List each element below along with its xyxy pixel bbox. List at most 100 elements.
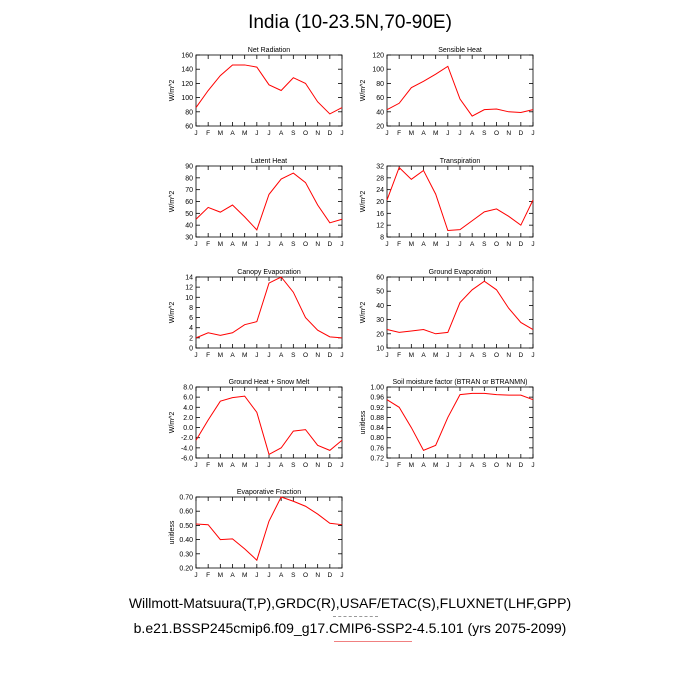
panel-title: Evaporative Fraction [237,489,301,496]
panel-title: Sensible Heat [438,47,482,54]
y-tick-label: 0.60 [179,509,193,516]
y-tick-label: 160 [181,53,193,60]
x-tick-label: S [482,462,487,469]
x-tick-label: M [433,241,438,248]
x-tick-label: J [458,462,461,469]
red-underline [334,641,412,642]
x-tick-label: A [279,462,284,469]
y-axis-label: unitless [360,410,367,434]
x-tick-label: S [482,130,487,137]
x-tick-label: O [303,352,308,359]
y-tick-label: 16 [376,211,384,218]
y-tick-label: 60 [185,124,193,131]
x-tick-label: O [303,130,308,137]
x-tick-label: J [267,572,270,579]
x-tick-label: M [409,130,414,137]
plot-frame [195,496,343,569]
y-tick-label: 10 [185,295,193,302]
x-tick-label: N [315,572,320,579]
x-tick-label: S [291,462,296,469]
y-tick-label: 1.00 [370,385,384,392]
x-tick-label: N [506,462,511,469]
y-tick-label: 0.96 [370,395,384,402]
y-tick-label: 8.0 [183,385,193,392]
y-tick-label: 40 [376,303,384,310]
x-tick-label: J [255,241,258,248]
x-tick-label: J [446,462,449,469]
y-tick-label: 12 [376,223,384,230]
x-tick-label: F [206,130,210,137]
series-line [386,166,534,232]
x-tick-label: D [518,352,523,359]
x-tick-label: O [303,572,308,579]
y-tick-label: 0.30 [179,551,193,558]
x-tick-label: A [421,462,426,469]
x-tick-label: S [482,352,487,359]
y-tick-label: 4.0 [183,405,193,412]
x-tick-label: F [397,352,401,359]
x-tick-label: N [315,352,320,359]
x-tick-label: S [291,241,296,248]
x-tick-label: O [303,241,308,248]
plot-frame [195,386,343,459]
x-tick-label: J [267,352,270,359]
y-tick-label: 6.0 [183,395,193,402]
y-tick-label: 14 [185,275,193,282]
x-tick-label: A [279,130,284,137]
x-tick-label: O [494,130,499,137]
x-tick-label: D [327,462,332,469]
y-tick-label: 0.80 [370,435,384,442]
y-tick-label: 120 [372,53,384,60]
x-tick-label: D [518,241,523,248]
y-tick-label: 0.0 [183,425,193,432]
y-tick-label: 32 [376,164,384,171]
plot-frame [195,165,343,238]
x-tick-label: O [303,462,308,469]
x-tick-label: J [385,462,388,469]
y-tick-label: 60 [376,95,384,102]
x-tick-label: D [518,462,523,469]
y-tick-label: 0.20 [179,566,193,573]
series-line [386,392,534,452]
x-tick-label: M [433,352,438,359]
x-tick-label: M [409,462,414,469]
x-tick-label: A [421,241,426,248]
x-tick-label: F [206,241,210,248]
page-title: India (10-23.5N,70-90E) [248,12,452,33]
x-tick-label: J [531,462,534,469]
x-tick-label: N [315,241,320,248]
series-line [386,65,534,117]
x-tick-label: F [397,462,401,469]
x-tick-label: A [470,462,475,469]
x-tick-label: O [494,462,499,469]
x-tick-label: N [506,130,511,137]
x-tick-label: A [230,572,235,579]
y-tick-label: 2.0 [183,415,193,422]
x-tick-label: J [340,352,343,359]
x-tick-label: A [279,241,284,248]
x-tick-label: O [494,241,499,248]
x-tick-label: A [230,241,235,248]
x-tick-label: N [506,241,511,248]
plot-frame [195,276,343,349]
y-tick-label: 6 [189,315,193,322]
series-line [195,64,343,115]
y-tick-label: 80 [376,81,384,88]
x-tick-label: J [194,572,197,579]
panel-title: Soil moisture factor (BTRAN or BTRANMN) [393,379,528,386]
x-tick-label: M [409,352,414,359]
x-tick-label: M [433,462,438,469]
y-tick-label: 60 [376,275,384,282]
chart-panel-6: Ground Heat + Snow Melt -6.0 -4.0 -2.0 0.0 2.… [169,379,344,469]
x-tick-label: J [194,241,197,248]
x-tick-label: D [518,130,523,137]
x-tick-label: D [327,352,332,359]
y-tick-label: 80 [185,109,193,116]
x-tick-label: O [494,352,499,359]
y-tick-label: 120 [181,81,193,88]
x-tick-label: A [230,462,235,469]
x-tick-label: J [446,241,449,248]
x-tick-label: J [340,462,343,469]
